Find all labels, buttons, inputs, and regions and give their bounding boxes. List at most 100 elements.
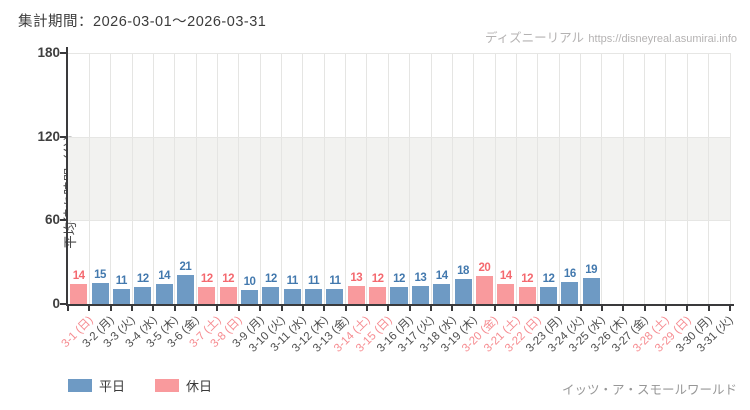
- x-tick-mark: [579, 306, 582, 311]
- x-tick-mark: [600, 306, 603, 311]
- vertical-gridline: [323, 53, 325, 304]
- vertical-gridline: [110, 53, 112, 304]
- vertical-gridline: [195, 53, 197, 304]
- vertical-gridline: [238, 53, 240, 304]
- bar-value-label: 12: [136, 273, 149, 286]
- wait-time-bar-3-7: [198, 287, 216, 304]
- bar-value-label: 11: [307, 274, 320, 287]
- x-tick-mark: [729, 306, 731, 311]
- legend-item-holiday[interactable]: 休日: [155, 376, 212, 395]
- x-tick-mark: [237, 306, 240, 311]
- vertical-gridline: [409, 53, 411, 304]
- bar-value-label: 11: [329, 274, 341, 287]
- wait-time-bar-3-10: [262, 287, 280, 304]
- y-tick-label: 60: [44, 212, 60, 228]
- wait-time-bar-3-13: [326, 288, 344, 304]
- bar-value-label: 11: [286, 274, 299, 287]
- vertical-gridline: [686, 53, 688, 304]
- x-tick-mark: [323, 306, 326, 311]
- bar-value-label: 14: [158, 270, 170, 283]
- watermark-site-name: ディズニーリアル: [484, 31, 584, 45]
- vertical-gridline: [451, 53, 453, 304]
- bar-value-label: 14: [72, 270, 85, 283]
- bar-value-label: 12: [371, 273, 384, 286]
- vertical-gridline: [88, 53, 90, 304]
- x-tick-mark: [451, 306, 454, 311]
- y-axis-line: [66, 47, 68, 306]
- vertical-gridline: [473, 53, 475, 304]
- bar-value-label: 21: [179, 260, 192, 273]
- plot-area: 14 15 11 12 14 21 12 12 10 12 11 11 11 13 12 12 13 14 18 20…: [68, 53, 731, 304]
- legend-label-weekday: 平日: [99, 379, 126, 394]
- y-tick-mark: [60, 219, 66, 222]
- period-label: 集計期間：2026-03-01～2026-03-31: [18, 14, 267, 30]
- wait-time-bar-3-4: [134, 287, 152, 304]
- x-tick-mark: [430, 306, 433, 311]
- bar-value-label: 12: [393, 273, 405, 286]
- bar-value-label: 19: [585, 263, 598, 276]
- wait-time-bar-3-19: [454, 278, 472, 304]
- x-tick-mark: [216, 306, 219, 311]
- vertical-gridline: [430, 53, 432, 304]
- y-tick-label: 0: [52, 296, 60, 311]
- bar-value-label: 20: [478, 262, 491, 275]
- x-axis-line: [66, 304, 734, 306]
- vertical-gridline: [131, 53, 133, 304]
- wait-time-bar-3-16: [390, 287, 408, 304]
- vertical-gridline: [216, 53, 218, 304]
- x-tick-mark: [707, 306, 710, 311]
- bar-value-label: 15: [94, 269, 106, 282]
- vertical-gridline: [644, 53, 646, 304]
- watermark-url: https://disneyreal.asumirai.info: [588, 33, 737, 45]
- x-tick-mark: [558, 306, 561, 311]
- x-tick-mark: [173, 306, 176, 311]
- x-tick-mark: [195, 306, 198, 311]
- x-tick-mark: [109, 306, 112, 311]
- x-tick-mark: [365, 306, 368, 311]
- x-tick-mark: [67, 306, 69, 311]
- y-tick-mark: [60, 52, 66, 54]
- bar-value-label: 12: [222, 273, 235, 286]
- wait-time-bar-3-5: [155, 284, 173, 304]
- vertical-gridline: [558, 53, 560, 304]
- bar-value-label: 12: [521, 273, 534, 286]
- vertical-gridline: [665, 53, 667, 304]
- x-tick-mark: [344, 306, 347, 311]
- wait-time-bar-3-25: [582, 277, 600, 304]
- bar-value-label: 10: [243, 276, 256, 289]
- watermark: ディズニーリアル https://disneyreal.asumirai.inf…: [485, 27, 737, 47]
- y-tick-label: 120: [37, 128, 60, 144]
- wait-time-bar-3-12: [305, 288, 323, 304]
- y-tick-mark: [60, 135, 66, 138]
- vertical-gridline: [302, 53, 304, 304]
- legend-item-weekday[interactable]: 平日: [68, 376, 125, 395]
- vertical-gridline: [387, 53, 389, 304]
- x-tick-mark: [259, 306, 262, 311]
- bar-value-label: 12: [542, 273, 555, 286]
- wait-time-bar-3-2: [91, 283, 109, 304]
- x-tick-mark: [622, 306, 625, 311]
- vertical-gridline: [601, 53, 603, 304]
- horizontal-gridline: [68, 136, 730, 138]
- bar-value-label: 11: [115, 274, 128, 287]
- x-tick-mark: [664, 306, 667, 311]
- bar-value-label: 12: [264, 273, 277, 286]
- wait-time-bar-3-1: [70, 284, 88, 304]
- x-tick-mark: [472, 306, 475, 311]
- vertical-gridline: [622, 53, 624, 304]
- bar-value-label: 13: [350, 271, 363, 284]
- x-tick-mark: [301, 306, 304, 311]
- wait-time-bar-3-18: [433, 284, 451, 304]
- wait-time-bar-3-8: [219, 287, 237, 304]
- vertical-gridline: [281, 53, 283, 304]
- x-tick-mark: [536, 306, 539, 311]
- bar-value-label: 12: [200, 273, 213, 286]
- wait-time-bar-3-3: [112, 288, 130, 304]
- wait-time-bar-3-20: [475, 276, 493, 304]
- legend-label-holiday: 休日: [186, 379, 213, 394]
- vertical-gridline: [174, 53, 176, 304]
- wait-time-bar-3-24: [561, 281, 579, 304]
- x-tick-mark: [88, 306, 91, 311]
- vertical-gridline: [366, 53, 368, 304]
